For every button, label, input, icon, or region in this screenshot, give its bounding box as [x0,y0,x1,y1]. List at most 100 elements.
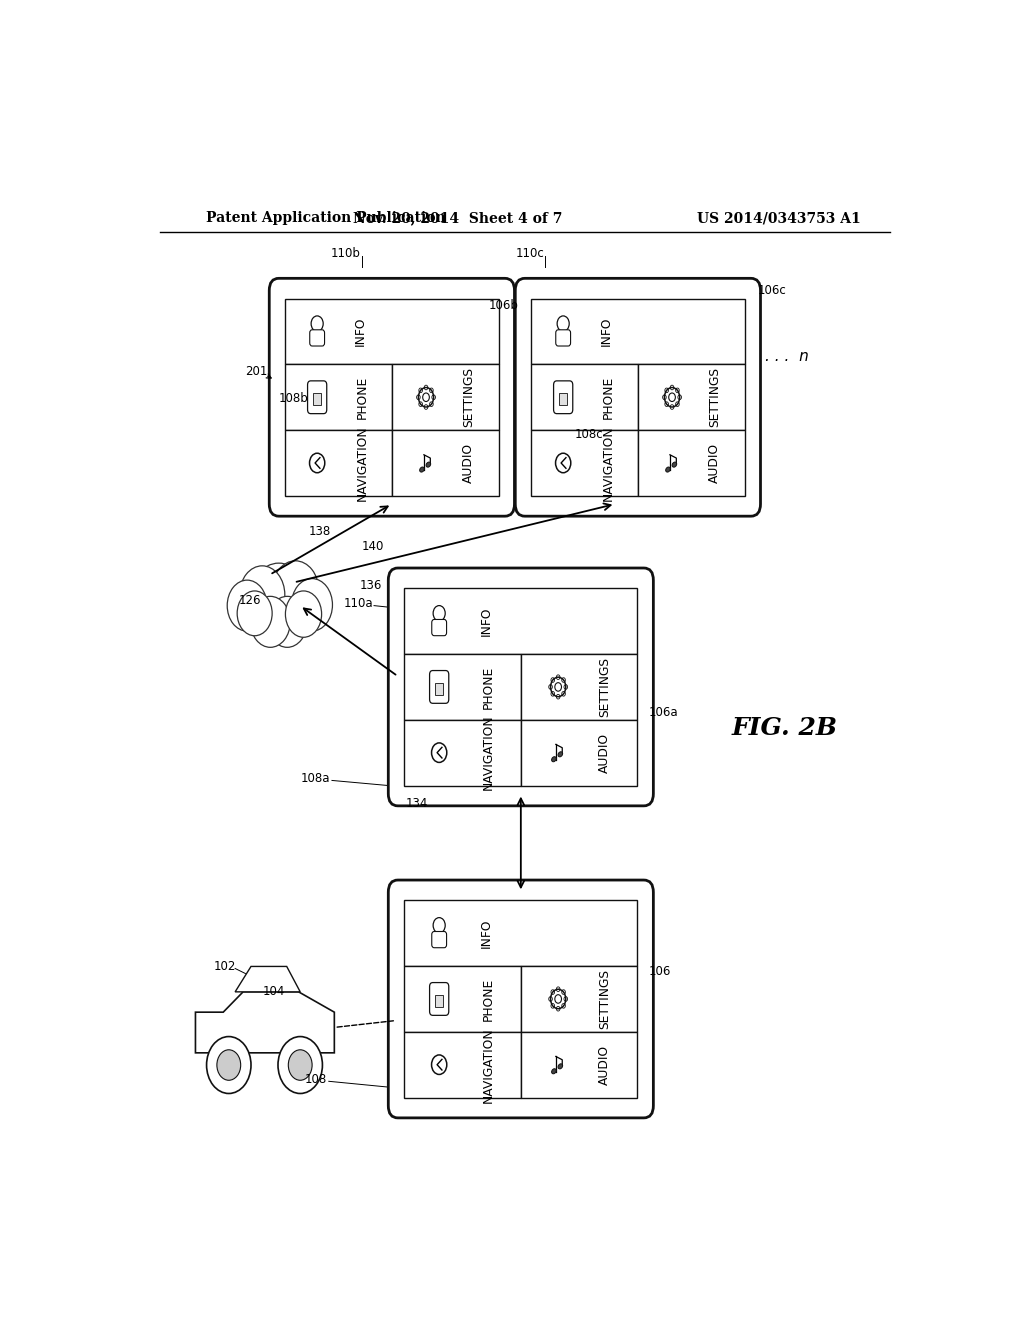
Circle shape [430,388,433,392]
Text: 108: 108 [305,1073,328,1086]
Bar [559,393,567,405]
Circle shape [671,385,674,389]
Ellipse shape [420,467,424,473]
Text: 102: 102 [214,960,237,973]
Text: 134: 134 [406,797,428,810]
Circle shape [251,597,290,647]
Text: 108a: 108a [301,772,331,785]
Text: FIG. 2B: FIG. 2B [731,715,838,739]
Bar [285,298,499,364]
Circle shape [432,395,435,400]
Bar [404,900,638,966]
Text: 201: 201 [246,366,268,379]
Text: SETTINGS: SETTINGS [598,969,611,1030]
Bar [435,995,443,1007]
Circle shape [671,405,674,409]
Circle shape [551,990,555,994]
Circle shape [562,990,565,994]
Text: NAVIGATION: NAVIGATION [355,425,369,500]
Text: INFO: INFO [353,317,367,346]
Circle shape [556,1006,560,1011]
Bar [404,589,638,655]
Circle shape [562,677,565,682]
Text: 110a: 110a [344,597,374,610]
Bar [404,655,521,719]
Text: AUDIO: AUDIO [462,444,475,483]
FancyBboxPatch shape [307,381,327,413]
Circle shape [549,685,552,689]
Bar [531,430,638,496]
Text: 126: 126 [240,594,261,607]
Ellipse shape [672,462,677,467]
Bar [638,430,744,496]
FancyBboxPatch shape [556,330,570,346]
Text: NAVIGATION: NAVIGATION [481,1027,495,1102]
Ellipse shape [558,1064,562,1069]
Text: 110b: 110b [331,247,360,260]
Bar [404,719,521,785]
Circle shape [551,677,555,682]
Bar [521,655,638,719]
Circle shape [249,564,309,640]
Ellipse shape [426,462,431,467]
Circle shape [240,566,285,624]
Circle shape [556,694,560,700]
Polygon shape [196,991,334,1053]
FancyBboxPatch shape [388,880,653,1118]
Circle shape [556,987,560,991]
Text: PHONE: PHONE [481,977,495,1020]
Bar [404,966,521,1032]
Circle shape [564,685,567,689]
FancyBboxPatch shape [388,568,653,805]
Text: 108b: 108b [279,392,308,405]
Text: US 2014/0343753 A1: US 2014/0343753 A1 [697,211,860,226]
Bar [521,719,638,785]
Circle shape [678,395,681,400]
Text: AUDIO: AUDIO [598,1044,611,1085]
Ellipse shape [666,467,671,473]
Circle shape [424,385,428,389]
Text: SETTINGS: SETTINGS [709,367,721,428]
Text: NAVIGATION: NAVIGATION [481,715,495,791]
Circle shape [419,388,423,392]
Text: . . .  n: . . . n [765,348,809,364]
Text: Nov. 20, 2014  Sheet 4 of 7: Nov. 20, 2014 Sheet 4 of 7 [352,211,562,226]
Circle shape [665,401,669,407]
Text: 106: 106 [648,965,671,978]
Circle shape [430,401,433,407]
Bar [392,364,499,430]
Circle shape [676,401,679,407]
Text: AUDIO: AUDIO [709,444,721,483]
Circle shape [424,405,428,409]
Text: 136: 136 [359,578,382,591]
Bar [285,364,392,430]
Circle shape [419,401,423,407]
Bar [521,1032,638,1097]
Circle shape [551,692,555,696]
Circle shape [227,579,267,631]
FancyBboxPatch shape [432,932,446,948]
Circle shape [278,1036,323,1093]
Bar [435,682,443,694]
Circle shape [238,591,272,636]
Bar [313,393,322,405]
Ellipse shape [552,756,556,762]
Bar [392,430,499,496]
Text: 140: 140 [362,540,384,553]
Text: INFO: INFO [599,317,612,346]
FancyBboxPatch shape [432,619,446,636]
Text: PHONE: PHONE [355,376,369,418]
Circle shape [676,388,679,392]
Text: INFO: INFO [479,919,493,948]
Ellipse shape [558,752,562,756]
Bar [531,364,638,430]
FancyBboxPatch shape [309,330,325,346]
Circle shape [289,1049,312,1080]
Circle shape [292,578,333,631]
Text: 138: 138 [309,525,331,539]
FancyBboxPatch shape [554,381,572,413]
Circle shape [267,597,307,647]
Text: 110c: 110c [515,247,544,260]
Circle shape [665,388,669,392]
Circle shape [207,1036,251,1093]
